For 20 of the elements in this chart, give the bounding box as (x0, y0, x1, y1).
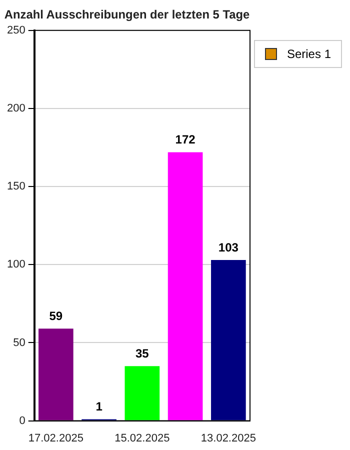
x-tick-label: 15.02.2025 (114, 432, 170, 444)
x-tick-label: 13.02.2025 (200, 432, 256, 444)
data-label: 1 (96, 400, 103, 414)
data-label: 35 (135, 346, 150, 360)
data-label: 59 (49, 308, 63, 323)
y-tick-label: 250 (6, 24, 26, 36)
bar (124, 366, 160, 420)
y-tick-label: 50 (13, 336, 26, 349)
text: Series 1 (286, 47, 331, 61)
bar (168, 152, 203, 420)
y-tick-label: 150 (6, 180, 26, 193)
bar (38, 328, 74, 420)
data-label: 103 (218, 240, 239, 254)
y-tick-label: 200 (6, 102, 26, 115)
data-label: 172 (175, 132, 196, 147)
chart-title: Anzahl Ausschreibungen der letzten 5 Tage (4, 7, 250, 22)
y-tick-label: 0 (19, 414, 26, 427)
x-tick-label: 17.02.2025 (28, 432, 84, 444)
bar (211, 260, 246, 420)
y-tick-label: 100 (6, 258, 26, 271)
